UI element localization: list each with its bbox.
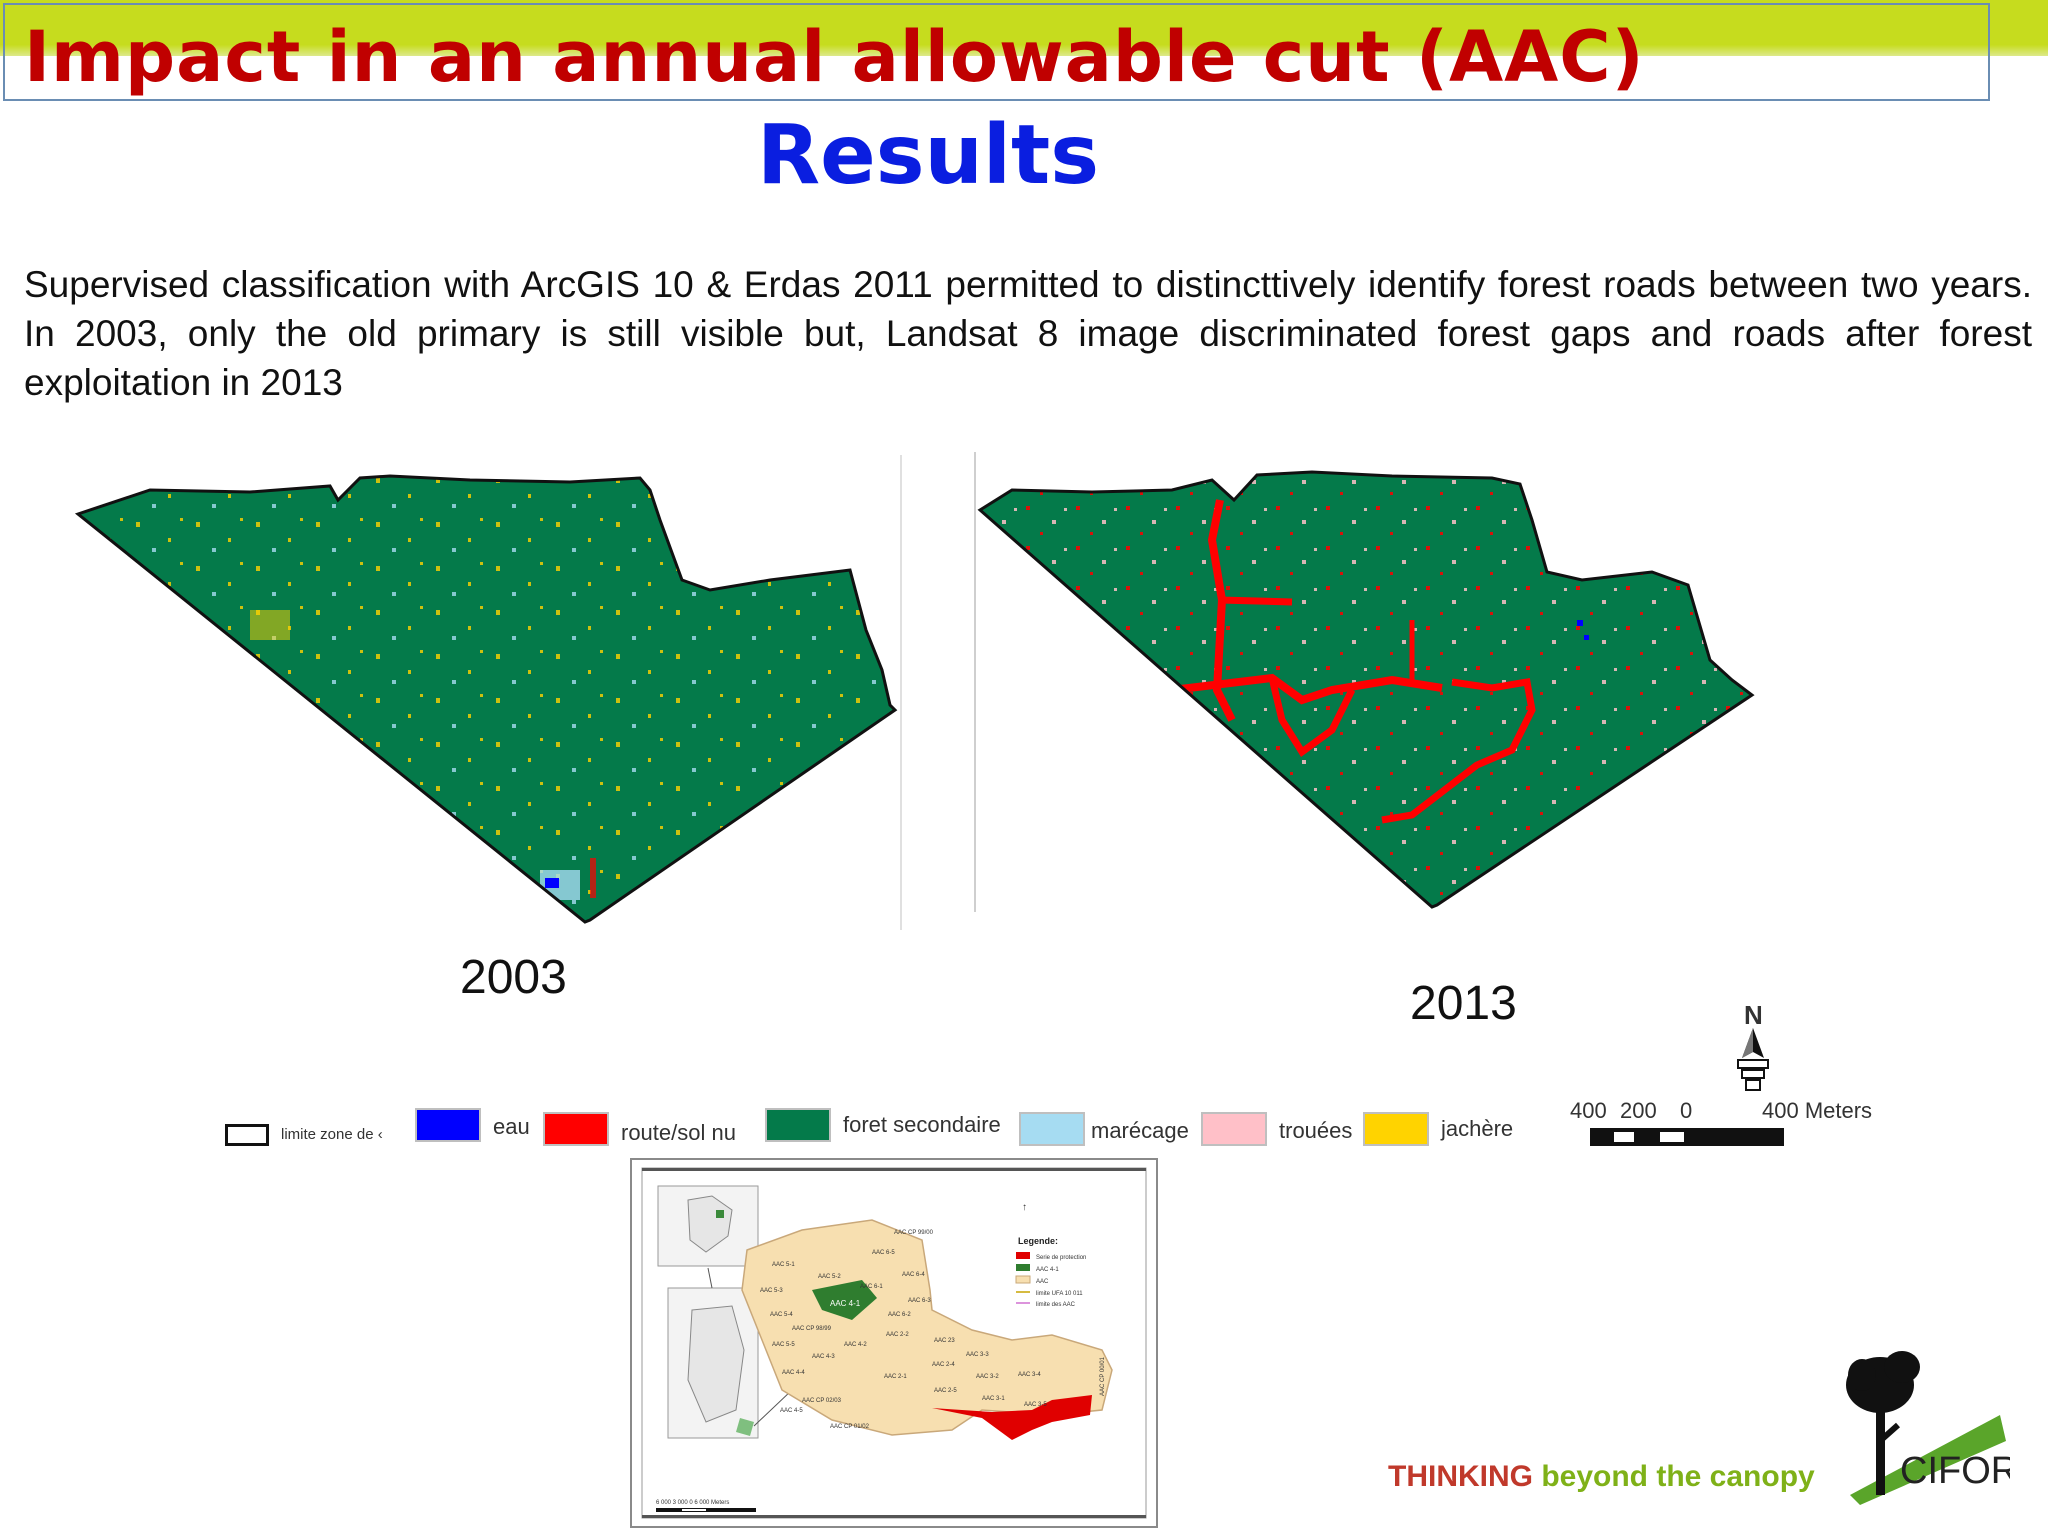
legend-label: trouées: [1279, 1118, 1353, 1143]
inset-block-label: AAC 5-3: [760, 1288, 783, 1294]
legend-swatch: [543, 1112, 609, 1146]
inset-block-label: AAC 4-3: [812, 1354, 835, 1360]
map-divider-2: [974, 452, 976, 912]
inset-block-label: AAC CP 00/01: [1100, 1356, 1106, 1396]
inset-block-label: AAC CP 02/03: [802, 1398, 842, 1404]
inset-block-label: AAC 6-2: [888, 1312, 911, 1318]
inset-block-label: AAC 3-1: [982, 1396, 1005, 1402]
tagline-rest: beyond the canopy: [1533, 1460, 1815, 1493]
inset-block-label: AAC 3-3: [966, 1352, 989, 1358]
inset-block-label: AAC 4-1: [830, 1299, 861, 1308]
slide-title: Impact in an annual allowable cut (AAC): [24, 16, 1645, 98]
legend-label: route/sol nu: [621, 1120, 736, 1145]
inset-block-label: AAC 4-4: [782, 1370, 805, 1376]
inset-block-label: AAC 3-2: [976, 1374, 999, 1380]
scale-tick: 200: [1620, 1098, 1657, 1123]
inset-block-label: AAC 5-2: [818, 1274, 841, 1280]
logo-text: CIFOR: [1900, 1450, 2010, 1492]
inset-block-label: AAC 2-5: [934, 1388, 957, 1394]
inset-block-label: AAC 5-1: [772, 1262, 795, 1268]
inset-block-label: AAC 2-1: [884, 1374, 907, 1380]
body-paragraph: Supervised classification with ArcGIS 10…: [24, 264, 2032, 403]
inset-block-label: AAC 3-4: [1018, 1372, 1041, 1378]
tagline-strong: THINKING: [1388, 1460, 1533, 1493]
inset-legend-item: limite des AAC: [1036, 1302, 1076, 1308]
cifor-logo: CIFOR: [1840, 1345, 2018, 1505]
legend-swatch: [1019, 1112, 1085, 1146]
legend-label: limite zone de ‹: [281, 1126, 383, 1143]
classification-map-2013: [972, 460, 1772, 910]
legend-swatch: [765, 1108, 831, 1142]
legend-label: foret secondaire: [843, 1112, 1001, 1137]
scale-tick: 0: [1680, 1098, 1693, 1123]
map-divider: [900, 455, 902, 930]
inset-block-label: AAC 3-5: [1024, 1402, 1047, 1408]
scale-bar-graphic: [1590, 1128, 1784, 1146]
inset-block-label: AAC CP 01/02: [830, 1424, 870, 1430]
inset-block-label: AAC 2-2: [886, 1332, 909, 1338]
classification-map-2003: [70, 470, 910, 930]
year-label-2003: 2003: [460, 951, 567, 1004]
scale-bar: N 400 200 0 400 Meters: [1570, 1000, 1890, 1150]
year-label-2013: 2013: [1410, 977, 1517, 1030]
inset-block-label: AAC 6-1: [860, 1284, 883, 1290]
inset-block-label: AAC 6-5: [872, 1250, 895, 1256]
inset-scale-text: 6 000 3 000 0 6 000 Meters: [656, 1500, 729, 1506]
inset-legend-item: AAC: [1036, 1279, 1049, 1285]
scale-tick: 400: [1570, 1098, 1607, 1123]
legend-swatch: [415, 1108, 481, 1142]
legend-label: eau: [493, 1114, 530, 1139]
legend-swatch: [1363, 1112, 1429, 1146]
inset-block-label: AAC 4-5: [780, 1408, 803, 1414]
inset-block-label: AAC 2-4: [932, 1362, 955, 1368]
title-frame: [3, 3, 1990, 101]
inset-legend-item: Serie de protection: [1036, 1255, 1086, 1261]
legend-label: marécage: [1091, 1118, 1189, 1143]
brand-tagline: THINKING beyond the canopy: [1388, 1460, 1815, 1494]
inset-block-label: AAC 4-2: [844, 1342, 867, 1348]
inset-block-label: AAC 6-3: [908, 1298, 931, 1304]
inset-block-label: AAC 5-5: [772, 1342, 795, 1348]
inset-location-map: Legende: Serie de protection AAC 4-1 AAC…: [630, 1158, 1158, 1528]
inset-legend-title: Legende:: [1018, 1236, 1058, 1246]
legend-label: jachère: [1441, 1116, 1514, 1141]
inset-block-label: AAC 23: [934, 1338, 955, 1344]
slide-subtitle: Results: [756, 108, 1100, 203]
title-band: [0, 0, 2048, 56]
inset-legend-item: limite UFA 10 011: [1036, 1291, 1083, 1297]
inset-block-label: AAC CP 98/99: [792, 1326, 832, 1332]
legend-swatch: [1201, 1112, 1267, 1146]
north-label: N: [1744, 1000, 1763, 1030]
inset-block-label: AAC 5-4: [770, 1312, 793, 1318]
inset-legend-item: AAC 4-1: [1036, 1267, 1059, 1273]
svg-text:↑: ↑: [1022, 1202, 1027, 1213]
legend-swatch: [225, 1124, 269, 1146]
inset-block-label: AAC CP 99/00: [894, 1230, 934, 1236]
inset-block-label: AAC 6-4: [902, 1272, 925, 1278]
north-arrow-icon: [1737, 1028, 1769, 1091]
scale-tick: 400 Meters: [1762, 1098, 1873, 1123]
